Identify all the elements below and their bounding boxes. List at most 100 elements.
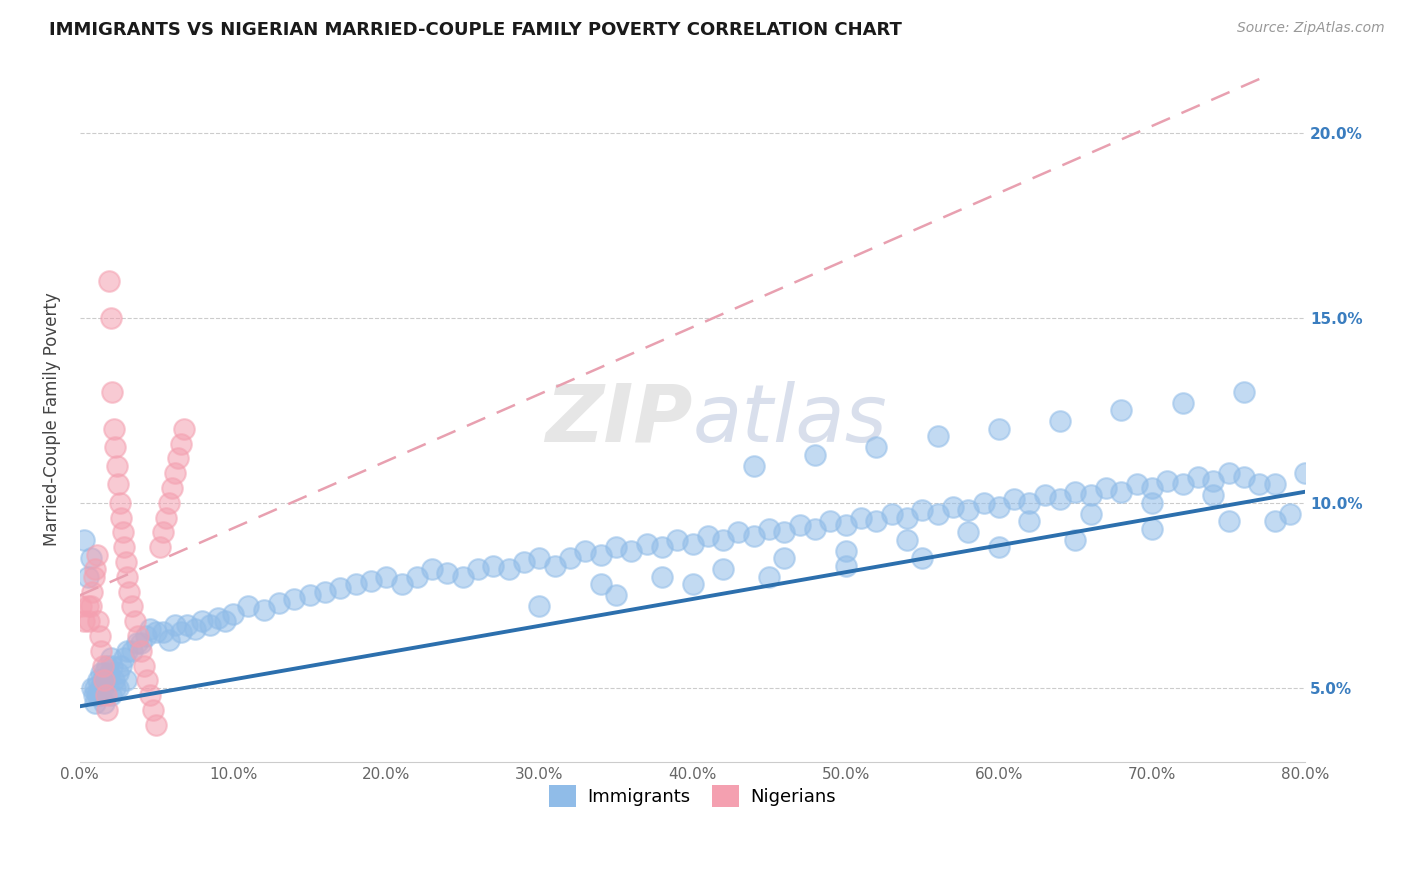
Point [1233, 384, 1256, 399]
Point [927, 429, 949, 443]
Point [344, 577, 367, 591]
Point [107, 477, 129, 491]
Point [87, 673, 110, 688]
Point [467, 562, 489, 576]
Point [1218, 467, 1240, 481]
Point [329, 581, 352, 595]
Point [589, 548, 612, 562]
Text: Source: ZipAtlas.com: Source: ZipAtlas.com [1237, 21, 1385, 35]
Point [987, 540, 1010, 554]
Point [93, 673, 115, 688]
Point [896, 510, 918, 524]
Point [849, 510, 872, 524]
Point [104, 681, 127, 695]
Point [1140, 496, 1163, 510]
Point [110, 510, 132, 524]
Point [107, 681, 129, 695]
Point [1064, 533, 1087, 547]
Point [93, 696, 115, 710]
Point [117, 644, 139, 658]
Point [742, 529, 765, 543]
Point [911, 503, 934, 517]
Point [89, 681, 111, 695]
Point [451, 570, 474, 584]
Point [651, 540, 673, 554]
Point [170, 436, 193, 450]
Point [391, 577, 413, 591]
Point [114, 555, 136, 569]
Point [529, 551, 551, 566]
Point [100, 651, 122, 665]
Point [789, 518, 811, 533]
Legend: Immigrants, Nigerians: Immigrants, Nigerians [543, 778, 842, 814]
Point [865, 514, 887, 528]
Point [1171, 396, 1194, 410]
Point [91, 658, 114, 673]
Point [820, 514, 842, 528]
Point [1080, 488, 1102, 502]
Point [118, 584, 141, 599]
Point [1018, 514, 1040, 528]
Point [76, 599, 98, 614]
Point [1125, 477, 1147, 491]
Point [73, 533, 96, 547]
Point [198, 618, 221, 632]
Point [167, 451, 190, 466]
Point [94, 673, 117, 688]
Point [107, 665, 129, 680]
Point [1187, 470, 1209, 484]
Point [589, 577, 612, 591]
Point [89, 629, 111, 643]
Point [96, 703, 118, 717]
Point [86, 688, 108, 702]
Point [134, 658, 156, 673]
Point [145, 625, 167, 640]
Point [152, 625, 174, 640]
Point [742, 458, 765, 473]
Point [880, 507, 903, 521]
Point [238, 599, 260, 614]
Point [98, 665, 121, 680]
Point [1233, 470, 1256, 484]
Point [176, 618, 198, 632]
Point [90, 665, 112, 680]
Point [114, 673, 136, 688]
Point [1171, 477, 1194, 491]
Point [620, 544, 643, 558]
Point [957, 503, 980, 517]
Point [73, 614, 96, 628]
Point [84, 562, 107, 576]
Point [834, 558, 856, 573]
Point [298, 588, 321, 602]
Point [87, 614, 110, 628]
Point [103, 422, 125, 436]
Y-axis label: Married-Couple Family Poverty: Married-Couple Family Poverty [44, 293, 60, 547]
Point [112, 651, 135, 665]
Point [1111, 484, 1133, 499]
Point [87, 688, 110, 702]
Point [1263, 477, 1285, 491]
Point [84, 681, 107, 695]
Point [513, 555, 536, 569]
Point [77, 614, 100, 628]
Point [84, 696, 107, 710]
Point [86, 548, 108, 562]
Point [121, 644, 143, 658]
Point [136, 673, 159, 688]
Point [145, 718, 167, 732]
Point [834, 518, 856, 533]
Point [804, 522, 827, 536]
Point [108, 496, 131, 510]
Point [96, 658, 118, 673]
Point [125, 636, 148, 650]
Point [758, 570, 780, 584]
Point [987, 422, 1010, 436]
Point [94, 688, 117, 702]
Point [170, 625, 193, 640]
Point [804, 448, 827, 462]
Point [1049, 492, 1071, 507]
Point [1218, 514, 1240, 528]
Point [253, 603, 276, 617]
Point [127, 629, 149, 643]
Point [101, 384, 124, 399]
